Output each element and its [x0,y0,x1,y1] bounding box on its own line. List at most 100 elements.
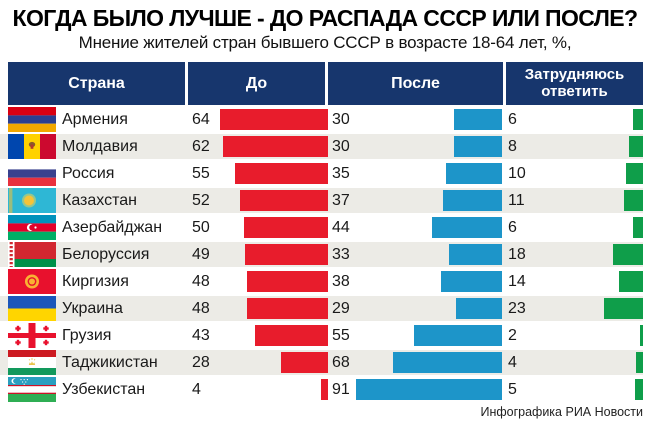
before-bar [280,352,328,373]
before-bar [245,244,328,265]
after-value: 30 [332,111,350,128]
after-value: 37 [332,192,350,209]
country-table: Армения 64 30 6 Молдавия 62 30 8 Россия … [0,107,650,404]
flag-armenia-icon [8,107,56,132]
before-value: 64 [192,111,210,128]
table-row: Таджикистан 28 68 4 [0,350,650,377]
undecided-value: 11 [508,192,525,209]
page-subtitle: Мнение жителей стран бывшего СССР в возр… [78,33,572,52]
after-bar [454,136,502,157]
table-row: Белоруссия 49 33 18 [0,242,650,269]
undecided-bar [632,217,643,238]
undecided-bar [612,244,643,265]
undecided-value: 10 [508,165,526,182]
table-row: Молдавия 62 30 8 [0,134,650,161]
table-row: Украина 48 29 23 [0,296,650,323]
country-name: Киргизия [62,273,129,290]
after-bar [446,163,502,184]
before-value: 4 [192,381,201,398]
table-row: Узбекистан 4 91 5 [0,377,650,404]
undecided-value: 5 [508,381,517,398]
before-value: 55 [192,165,210,182]
country-name: Азербайджан [62,219,163,236]
country-name: Узбекистан [62,381,146,398]
before-bar [235,163,328,184]
undecided-value: 14 [508,273,526,290]
country-name: Таджикистан [62,354,158,371]
before-value: 62 [192,138,210,155]
before-value: 28 [192,354,210,371]
country-name: Молдавия [62,138,138,155]
undecided-value: 6 [508,219,517,236]
table-row: Казахстан 52 37 11 [0,188,650,215]
after-value: 29 [332,300,350,317]
undecided-bar [604,298,643,319]
after-value: 55 [332,327,350,344]
undecided-bar [626,163,643,184]
table-row: Азербайджан 50 44 6 [0,215,650,242]
table-row: Грузия 43 55 2 [0,323,650,350]
before-bar [247,271,328,292]
before-value: 49 [192,246,210,263]
undecided-bar [639,325,643,346]
before-bar [247,298,328,319]
before-value: 50 [192,219,210,236]
flag-kazakhstan-icon [8,188,56,213]
after-value: 33 [332,246,350,263]
undecided-bar [619,271,643,292]
table-row: Армения 64 30 6 [0,107,650,134]
column-header-undecided: Затрудняюсь ответить [506,62,643,105]
before-bar [220,109,328,130]
undecided-value: 6 [508,111,517,128]
column-header-before: До [188,62,325,105]
table-row: Россия 55 35 10 [0,161,650,188]
flag-moldova-icon [8,134,56,159]
after-value: 44 [332,219,350,236]
flag-azerbaijan-icon [8,215,56,240]
page-title: КОГДА БЫЛО ЛУЧШЕ - ДО РАСПАДА СССР ИЛИ П… [12,5,639,31]
undecided-value: 4 [508,354,517,371]
after-bar [431,217,502,238]
after-bar [449,244,502,265]
credit-text: Инфографика РИА Новости [480,405,643,419]
country-name: Украина [62,300,123,317]
flag-kyrgyzstan-icon [8,269,56,294]
country-name: Казахстан [62,192,137,209]
after-value: 38 [332,273,350,290]
flag-belarus-icon [8,242,56,267]
undecided-bar [634,379,643,400]
before-value: 48 [192,300,210,317]
before-bar [240,190,328,211]
undecided-value: 23 [508,300,526,317]
undecided-value: 18 [508,246,526,263]
country-name: Белоруссия [62,246,150,263]
before-bar [321,379,328,400]
country-name: Армения [62,111,128,128]
after-value: 68 [332,354,350,371]
undecided-bar [632,109,643,130]
column-header-country: Страна [8,62,185,105]
flag-russia-icon [8,161,56,186]
country-name: Грузия [62,327,112,344]
undecided-bar [636,352,643,373]
undecided-value: 2 [508,327,517,344]
before-value: 48 [192,273,210,290]
after-value: 91 [332,381,350,398]
table-row: Киргизия 48 38 14 [0,269,650,296]
after-bar [356,379,502,400]
flag-georgia-icon [8,323,56,348]
country-name: Россия [62,165,115,182]
after-bar [414,325,502,346]
flag-ukraine-icon [8,296,56,321]
before-value: 43 [192,327,210,344]
after-bar [454,109,502,130]
column-header-after: После [328,62,503,105]
before-value: 52 [192,192,210,209]
after-value: 35 [332,165,350,182]
flag-tajikistan-icon [8,350,56,375]
flag-uzbekistan-icon [8,377,56,402]
undecided-bar [624,190,643,211]
after-bar [455,298,502,319]
after-value: 30 [332,138,350,155]
